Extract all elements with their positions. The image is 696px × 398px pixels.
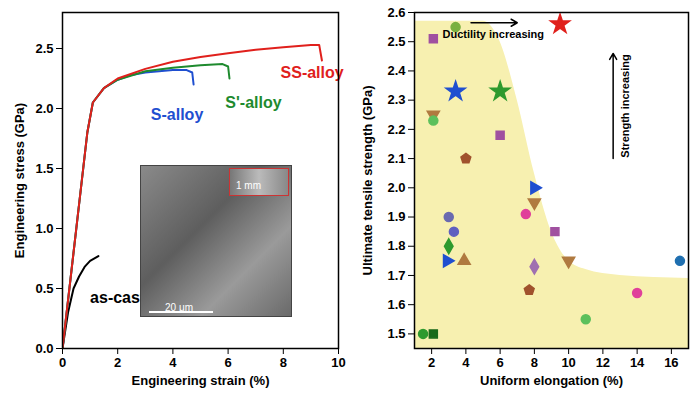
svg-text:S'-alloy: S'-alloy	[225, 94, 281, 111]
svg-text:2.3: 2.3	[387, 92, 405, 107]
svg-text:SS-alloy: SS-alloy	[281, 64, 344, 81]
svg-text:0.5: 0.5	[35, 281, 53, 296]
svg-text:S-alloy: S-alloy	[151, 106, 204, 123]
svg-text:2.0: 2.0	[35, 101, 53, 116]
svg-text:0.0: 0.0	[35, 341, 53, 356]
svg-text:Ultimate tensile strength (GPa: Ultimate tensile strength (GPa)	[360, 86, 375, 276]
html-text:20 μm: 20 μm	[165, 302, 193, 313]
svg-text:2.5: 2.5	[35, 41, 53, 56]
svg-text:6: 6	[497, 355, 504, 370]
svg-text:14: 14	[630, 355, 645, 370]
html-text:1 mm: 1 mm	[236, 180, 261, 191]
svg-text:1.5: 1.5	[387, 326, 405, 341]
svg-text:2.6: 2.6	[387, 5, 405, 20]
svg-text:2: 2	[114, 355, 121, 370]
svg-text:1.9: 1.9	[387, 209, 405, 224]
svg-text:Engineering stress (GPa): Engineering stress (GPa)	[12, 103, 27, 258]
svg-text:Engineering strain (%): Engineering strain (%)	[132, 373, 270, 388]
svg-text:4: 4	[462, 355, 470, 370]
svg-text:2.4: 2.4	[387, 63, 406, 78]
svg-text:12: 12	[596, 355, 610, 370]
svg-text:2.1: 2.1	[387, 151, 405, 166]
svg-text:1.6: 1.6	[387, 297, 405, 312]
svg-text:0: 0	[59, 355, 66, 370]
svg-text:as-cast: as-cast	[90, 289, 146, 306]
svg-text:10: 10	[561, 355, 575, 370]
svg-text:6: 6	[224, 355, 231, 370]
svg-text:1.7: 1.7	[387, 268, 405, 283]
svg-text:16: 16	[664, 355, 678, 370]
svg-text:1.8: 1.8	[387, 238, 405, 253]
svg-text:1.5: 1.5	[35, 161, 53, 176]
svg-text:2.5: 2.5	[387, 34, 405, 49]
svg-text:Uniform elongation (%): Uniform elongation (%)	[480, 373, 623, 388]
svg-text:4: 4	[169, 355, 177, 370]
svg-text:10: 10	[331, 355, 345, 370]
svg-text:Strength increasing: Strength increasing	[619, 54, 631, 157]
svg-text:2.0: 2.0	[387, 180, 405, 195]
svg-text:1.0: 1.0	[35, 221, 53, 236]
svg-text:8: 8	[531, 355, 538, 370]
svg-text:2.2: 2.2	[387, 122, 405, 137]
svg-text:8: 8	[280, 355, 287, 370]
svg-text:Ductility increasing: Ductility increasing	[443, 28, 544, 40]
svg-text:2: 2	[428, 355, 435, 370]
